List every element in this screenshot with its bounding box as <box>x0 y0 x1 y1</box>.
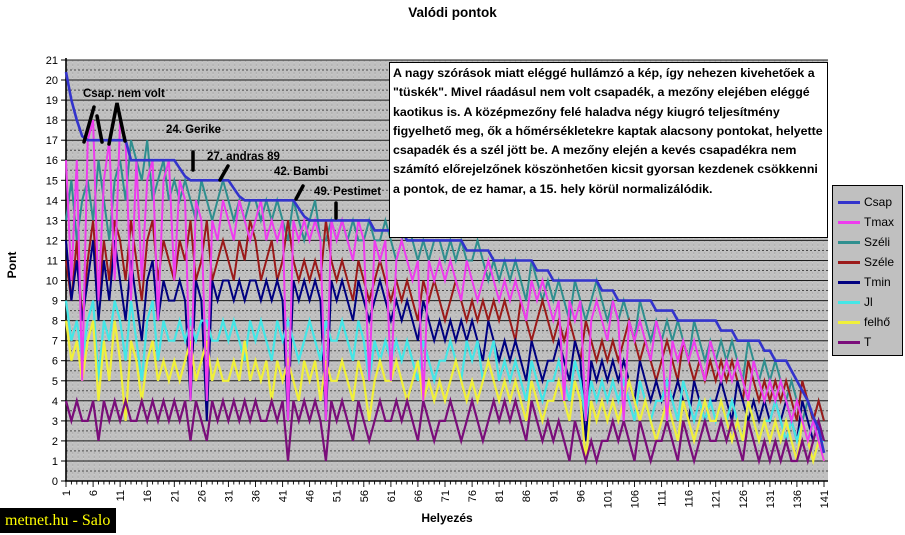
annotation-stroke <box>107 102 127 146</box>
legend-item-tmin: Tmin <box>833 272 902 292</box>
svg-text:91: 91 <box>548 490 560 502</box>
svg-text:36: 36 <box>251 490 263 502</box>
svg-text:111: 111 <box>657 490 669 507</box>
svg-text:21: 21 <box>46 55 58 67</box>
svg-text:51: 51 <box>332 490 344 502</box>
svg-text:14: 14 <box>46 195 58 207</box>
svg-text:46: 46 <box>305 490 317 502</box>
legend-label: Tmin <box>864 275 891 289</box>
annotation-stroke <box>294 184 305 201</box>
svg-text:116: 116 <box>684 490 696 508</box>
legend-line-swatch <box>838 260 860 264</box>
svg-text:18: 18 <box>46 115 58 127</box>
svg-text:96: 96 <box>575 490 587 502</box>
legend-label: T <box>864 335 872 349</box>
svg-text:15: 15 <box>46 175 58 187</box>
svg-text:12: 12 <box>46 235 58 247</box>
legend-line-swatch <box>838 300 860 304</box>
svg-text:11: 11 <box>115 490 127 501</box>
callout-bambi: 42. Bambi <box>274 166 329 178</box>
svg-text:16: 16 <box>142 490 154 502</box>
svg-text:81: 81 <box>494 490 506 502</box>
annotation-stroke <box>82 105 96 144</box>
legend-line-swatch <box>838 280 860 284</box>
chart-legend: Csap Tmax Széli Széle Tmin Jl felhő T <box>832 185 903 356</box>
svg-text:71: 71 <box>440 490 452 502</box>
svg-text:1: 1 <box>52 456 58 468</box>
legend-label: Széli <box>864 235 891 249</box>
svg-text:10: 10 <box>46 276 58 288</box>
watermark-metnet: metnet.hu - Salo <box>0 508 116 533</box>
callout-pestimet: 49. Pestimet <box>314 186 382 198</box>
callout-andras: 27. andras 89 <box>207 151 280 163</box>
legend-line-swatch <box>838 340 860 344</box>
svg-text:31: 31 <box>223 490 235 502</box>
annotation-stroke <box>95 114 104 144</box>
legend-label: Jl <box>864 295 873 309</box>
svg-text:126: 126 <box>738 490 750 508</box>
annotation-stroke <box>218 164 230 182</box>
svg-text:19: 19 <box>46 95 58 107</box>
svg-text:3: 3 <box>52 416 58 428</box>
svg-text:26: 26 <box>196 490 208 502</box>
chart-title: Valódi pontok <box>408 5 497 20</box>
x-axis-title: Helyezés <box>421 511 473 525</box>
svg-text:131: 131 <box>765 490 777 508</box>
svg-text:9: 9 <box>52 296 58 308</box>
svg-text:13: 13 <box>46 215 58 227</box>
legend-label: Tmax <box>864 215 894 229</box>
svg-text:17: 17 <box>46 135 58 147</box>
legend-item-felho: felhő <box>833 312 902 332</box>
legend-label: felhő <box>864 315 891 329</box>
svg-text:21: 21 <box>169 490 181 502</box>
annotation-textbox: A nagy szórások miatt eléggé hullámzó a … <box>389 62 828 238</box>
svg-text:6: 6 <box>88 490 100 496</box>
legend-line-swatch <box>838 220 860 224</box>
svg-text:86: 86 <box>521 490 533 502</box>
svg-text:106: 106 <box>630 490 642 508</box>
svg-text:41: 41 <box>278 490 290 502</box>
svg-text:8: 8 <box>52 316 58 328</box>
svg-text:16: 16 <box>46 155 58 167</box>
callout-csap-nem-volt: Csap. nem volt <box>83 88 165 100</box>
svg-text:101: 101 <box>602 490 614 508</box>
svg-text:141: 141 <box>819 490 831 508</box>
svg-text:20: 20 <box>46 75 58 87</box>
svg-text:5: 5 <box>52 376 58 388</box>
svg-text:121: 121 <box>711 490 723 508</box>
svg-text:56: 56 <box>359 490 371 502</box>
svg-text:2: 2 <box>52 436 58 448</box>
svg-text:76: 76 <box>467 490 479 502</box>
svg-text:11: 11 <box>47 256 58 268</box>
svg-text:136: 136 <box>792 490 804 508</box>
legend-label: Széle <box>864 255 895 269</box>
svg-text:7: 7 <box>52 336 58 348</box>
svg-text:6: 6 <box>52 356 58 368</box>
hand-drawn-annotation-strokes <box>82 102 338 220</box>
legend-item-t: T <box>833 332 902 352</box>
legend-item-jl: Jl <box>833 292 902 312</box>
legend-item-csap: Csap <box>833 192 902 212</box>
callout-gerike: 24. Gerike <box>166 124 221 136</box>
svg-text:66: 66 <box>413 490 425 502</box>
legend-line-swatch <box>838 320 860 324</box>
legend-line-swatch <box>838 200 860 204</box>
y-axis-title: Pont <box>5 251 19 279</box>
svg-text:61: 61 <box>386 490 398 502</box>
legend-item-tmax: Tmax <box>833 212 902 232</box>
svg-text:1: 1 <box>61 490 73 496</box>
svg-text:4: 4 <box>52 396 58 408</box>
legend-item-szele: Széle <box>833 252 902 272</box>
legend-label: Csap <box>864 195 893 209</box>
legend-line-swatch <box>838 240 860 244</box>
legend-item-szeli: Széli <box>833 232 902 252</box>
svg-text:0: 0 <box>52 476 58 488</box>
